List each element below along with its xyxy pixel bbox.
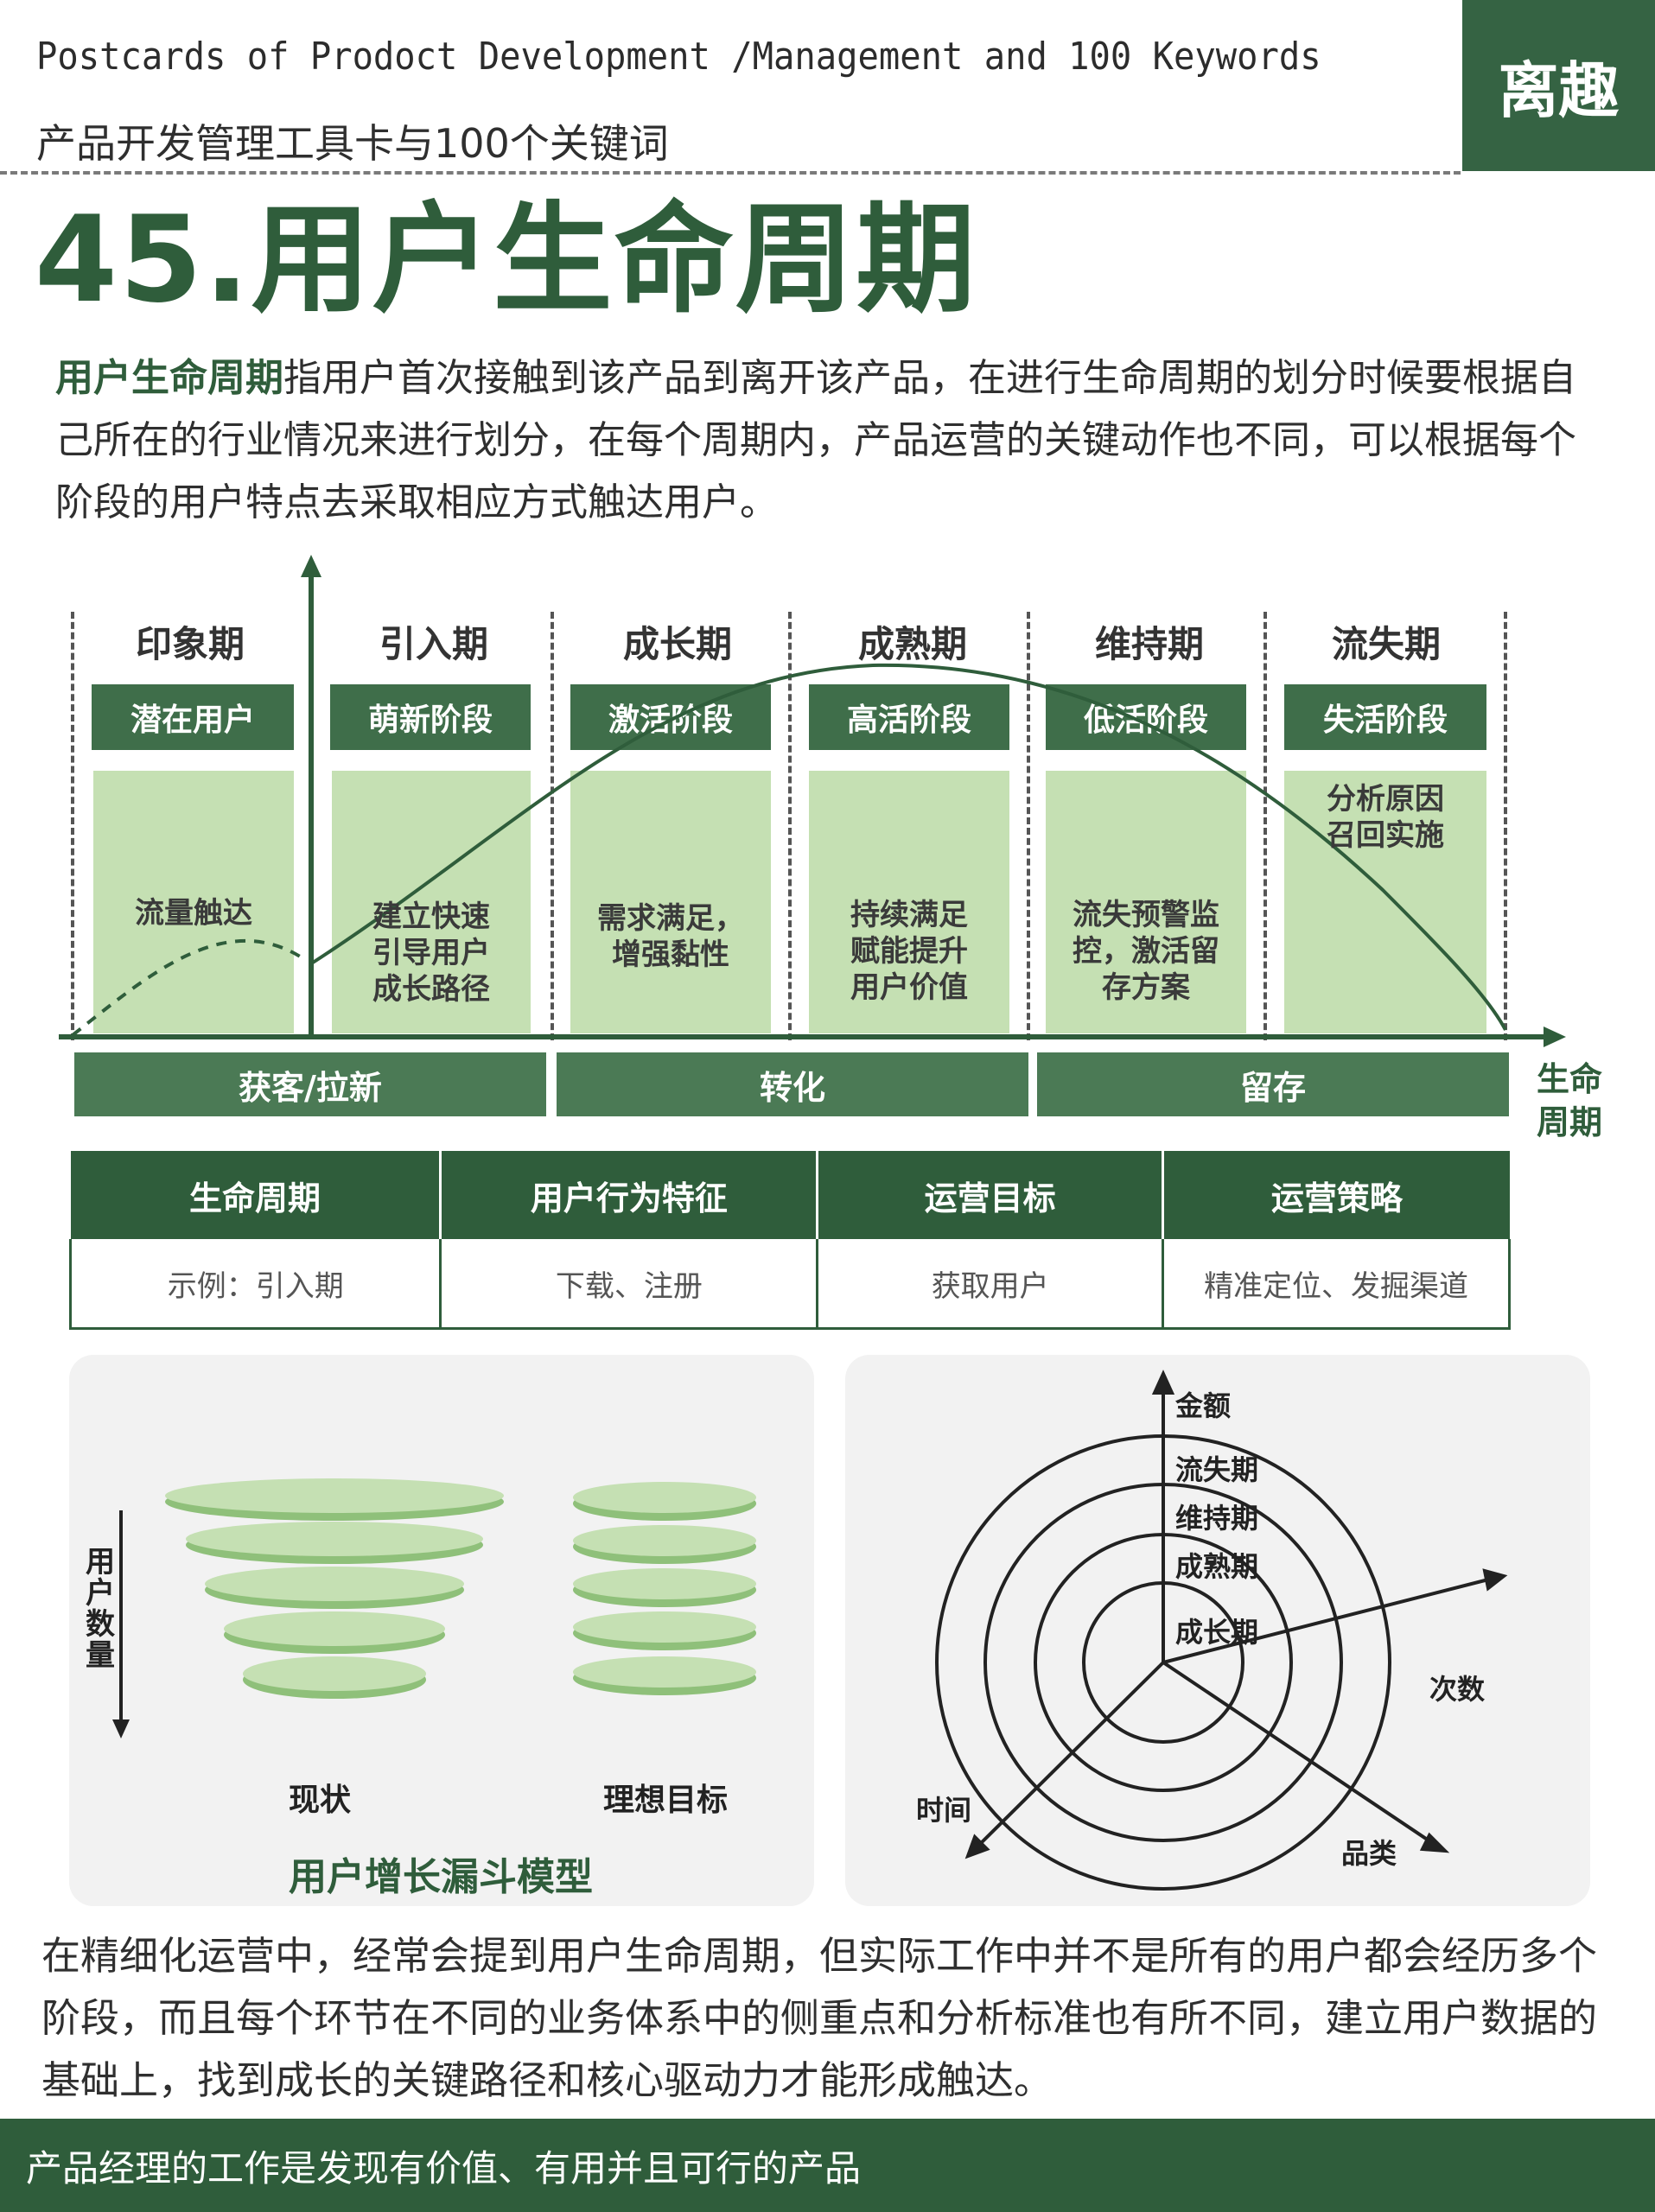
stage-name-4: 成熟期 xyxy=(857,623,967,665)
stage-divider xyxy=(1504,612,1507,1040)
funnel-label-current: 现状 xyxy=(288,1783,351,1818)
stage-divider xyxy=(1264,612,1267,1040)
header-subtitle: 产品开发管理工具卡与100个关键词 xyxy=(36,120,669,167)
stage-panel-5 xyxy=(1046,771,1246,1033)
lifecycle-table: 生命周期 用户行为特征 运营目标 运营策略 示例：引入期 下载、注册 获取用户 … xyxy=(68,1151,1511,1330)
impression-curve xyxy=(71,938,306,1037)
closing-paragraph: 在精细化运营中，经常会提到用户生命周期，但实际工作中并不是所有的用户都会经历多个… xyxy=(41,1933,1598,2103)
table-header-row: 生命周期 用户行为特征 运营目标 运营策略 xyxy=(70,1151,1510,1239)
table-cell: 下载、注册 xyxy=(439,1239,819,1330)
phase-box-2: 萌新阶段 xyxy=(330,684,531,750)
phase-box-4: 高活阶段 xyxy=(809,684,1009,750)
header-divider xyxy=(0,171,1461,175)
stage-action-5: 流失预警监 控，激活留 存方案 xyxy=(1073,898,1219,1005)
intro-text: 指用户首次接触到该产品到离开该产品，在进行生命周期的划分时候要根据自己所在的行业… xyxy=(55,356,1576,524)
stage-name-3: 成长期 xyxy=(622,623,732,665)
x-axis-label: 生命 周期 xyxy=(1537,1060,1603,1141)
table-cell: 精准定位、发掘渠道 xyxy=(1162,1239,1511,1330)
stage-panel-2 xyxy=(332,771,531,1033)
footer-text: 产品经理的工作是发现有价值、有用并且可行的产品 xyxy=(26,2146,862,2190)
stage-divider xyxy=(71,612,74,1040)
table-header: 生命周期 xyxy=(70,1151,442,1239)
strip-acquisition: 获客/拉新 xyxy=(74,1052,546,1116)
funnel-label-ideal: 理想目标 xyxy=(602,1783,728,1818)
rings-svg xyxy=(935,1370,1508,1891)
axis-label-category: 品类 xyxy=(1341,1837,1397,1870)
phase-box-5: 低活阶段 xyxy=(1046,684,1246,750)
funnel-title: 用户增长漏斗模型 xyxy=(289,1855,593,1899)
footer-banner: 产品经理的工作是发现有价值、有用并且可行的产品 xyxy=(0,2119,1655,2212)
phase-box-1: 潜在用户 xyxy=(92,684,294,750)
stage-action-4: 持续满足 赋能提升 用户价值 xyxy=(850,898,968,1005)
stage-panel-3 xyxy=(570,771,771,1033)
funnel-axis-label: 用户数量 xyxy=(86,1545,115,1673)
stage-name-5: 维持期 xyxy=(1094,623,1204,665)
header-title-en: Postcards of Prodoct Development /Manage… xyxy=(36,35,1321,79)
stage-action-3: 需求满足， 增强黏性 xyxy=(597,901,744,972)
rings-panel: 金额 次数 品类 时间 流失期 维持期 成熟期 成长期 xyxy=(845,1355,1590,1906)
stage-panel-4 xyxy=(809,771,1009,1033)
funnel-ideal xyxy=(573,1482,756,1695)
stage-panel-6 xyxy=(1284,771,1486,1033)
funnel-panel: 用户数量 现状 理想目标 用户增长漏斗模型 xyxy=(69,1355,814,1906)
table-header: 用户行为特征 xyxy=(440,1151,819,1239)
stage-name-6: 流失期 xyxy=(1331,623,1441,665)
ring-label-mature: 成熟期 xyxy=(1175,1550,1259,1583)
stage-divider xyxy=(788,612,792,1040)
axis-label-time: 时间 xyxy=(916,1794,972,1827)
funnel-axis-arrow xyxy=(112,1719,130,1738)
stage-name-2: 引入期 xyxy=(379,623,488,665)
table-header: 运营策略 xyxy=(1162,1151,1510,1239)
stage-name-1: 印象期 xyxy=(135,623,245,665)
table-header: 运营目标 xyxy=(817,1151,1165,1239)
funnel-current xyxy=(165,1478,504,1699)
stage-action-2: 建立快速 引导用户 成长路径 xyxy=(372,899,490,1007)
stage-divider xyxy=(1027,612,1030,1040)
intro-term: 用户生命周期 xyxy=(55,356,283,400)
ring-label-churn: 流失期 xyxy=(1175,1453,1259,1486)
lifecycle-curve-svg xyxy=(59,555,1566,1047)
strip-conversion: 转化 xyxy=(557,1052,1028,1116)
lifecycle-curve xyxy=(311,663,1507,1031)
axis-label-amount: 金额 xyxy=(1175,1389,1232,1422)
radar-axes xyxy=(964,1370,1508,1859)
stage-action-6: 分析原因 召回实施 xyxy=(1327,782,1444,853)
stage-divider xyxy=(551,612,554,1040)
ring-label-maintain: 维持期 xyxy=(1175,1502,1259,1535)
strip-retention: 留存 xyxy=(1037,1052,1509,1116)
brand-logo: 离趣 xyxy=(1462,0,1655,171)
stage-panel-1 xyxy=(93,771,294,1033)
stage-action-1: 流量触达 xyxy=(135,896,252,931)
table-cell: 获取用户 xyxy=(816,1239,1165,1330)
table-cell: 示例：引入期 xyxy=(68,1239,442,1330)
intro-paragraph: 用户生命周期指用户首次接触到该产品到离开该产品，在进行生命周期的划分时候要根据自… xyxy=(55,347,1611,534)
x-axis-arrow xyxy=(1544,1027,1566,1047)
ring-label-growth: 成长期 xyxy=(1175,1616,1259,1649)
y-axis-arrow xyxy=(301,555,321,577)
axis-label-frequency: 次数 xyxy=(1429,1673,1486,1706)
funnel-svg xyxy=(112,1478,756,1738)
table-row: 示例：引入期 下载、注册 获取用户 精准定位、发掘渠道 xyxy=(68,1239,1511,1330)
phase-box-6: 失活阶段 xyxy=(1284,684,1486,750)
page-title: 45.用户生命周期 xyxy=(35,190,977,329)
